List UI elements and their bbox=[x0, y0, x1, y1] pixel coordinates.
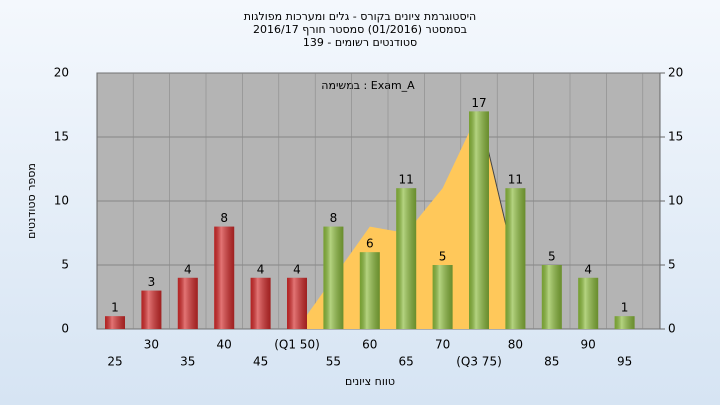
x-axis-label: טווח ציונים bbox=[345, 375, 395, 388]
value-label: 4 bbox=[184, 262, 192, 276]
bar-shine bbox=[432, 265, 453, 329]
bar-shine bbox=[141, 290, 162, 329]
title-line: היסטוגרמת ציונים בקורס - גלים ומערכות מפ… bbox=[244, 10, 476, 23]
x-tick-label: 80 bbox=[508, 338, 523, 352]
y2-tick-label: 20 bbox=[668, 66, 683, 80]
x-tick-label: 25 bbox=[107, 355, 122, 369]
y2-tick-label: 0 bbox=[668, 322, 676, 336]
y-axis-label: מספר סטודנטים bbox=[25, 163, 38, 239]
value-label: 4 bbox=[584, 262, 592, 276]
x-tick-label: 35 bbox=[180, 355, 195, 369]
value-label: 1 bbox=[111, 301, 119, 315]
bar-shine bbox=[578, 277, 599, 329]
bar-shine bbox=[505, 188, 526, 329]
value-label: 5 bbox=[439, 250, 447, 264]
x-tick-label: 45 bbox=[253, 355, 268, 369]
bar-shine bbox=[396, 188, 417, 329]
value-label: 8 bbox=[220, 211, 228, 225]
x-tick-label: 30 bbox=[144, 338, 159, 352]
title-line: סטודנטים רשומים - 139 bbox=[303, 36, 417, 49]
x-tick-label: 90 bbox=[581, 338, 596, 352]
value-label: 8 bbox=[330, 211, 338, 225]
y-tick-label: 20 bbox=[54, 66, 69, 80]
bar-shine bbox=[541, 265, 562, 329]
y2-tick-label: 10 bbox=[668, 194, 683, 208]
y2-tick-label: 15 bbox=[668, 130, 683, 144]
y-tick-label: 15 bbox=[54, 130, 69, 144]
y-tick-label: 0 bbox=[61, 322, 69, 336]
annotation: במשימה : Exam_A bbox=[321, 79, 415, 92]
x-tick-label: 60 bbox=[362, 338, 377, 352]
x-tick-label: 40 bbox=[217, 338, 232, 352]
value-label: 11 bbox=[508, 173, 523, 187]
bar-shine bbox=[177, 277, 198, 329]
y-tick-label: 5 bbox=[61, 258, 69, 272]
bar-shine bbox=[105, 316, 125, 329]
bar-shine bbox=[287, 277, 307, 329]
x-tick-label: (Q3 75) bbox=[456, 355, 502, 369]
x-tick-label: 55 bbox=[326, 355, 341, 369]
value-label: 4 bbox=[257, 262, 265, 276]
value-label: 3 bbox=[148, 275, 156, 289]
area bbox=[297, 111, 516, 330]
x-tick-label: 95 bbox=[617, 355, 632, 369]
value-label: 4 bbox=[293, 262, 301, 276]
value-label: 11 bbox=[399, 173, 414, 187]
value-label: 5 bbox=[548, 250, 556, 264]
value-label: 6 bbox=[366, 237, 374, 251]
bar-shine bbox=[250, 277, 271, 329]
bar-shine bbox=[469, 111, 489, 330]
bar-shine bbox=[614, 316, 635, 329]
bar-shine bbox=[214, 226, 235, 329]
y2-tick-label: 5 bbox=[668, 258, 676, 272]
title-line: בסמסטר (01/2016) סמסטר חורף 2016/17 bbox=[253, 23, 467, 36]
y-tick-label: 10 bbox=[54, 194, 69, 208]
x-tick-label: (Q1 50) bbox=[274, 338, 320, 352]
value-label: 1 bbox=[621, 301, 629, 315]
value-label: 17 bbox=[471, 96, 486, 110]
x-tick-label: 65 bbox=[399, 355, 414, 369]
bar-shine bbox=[359, 252, 380, 329]
x-tick-label: 85 bbox=[544, 355, 559, 369]
x-tick-label: 70 bbox=[435, 338, 450, 352]
bar-shine bbox=[323, 226, 344, 329]
